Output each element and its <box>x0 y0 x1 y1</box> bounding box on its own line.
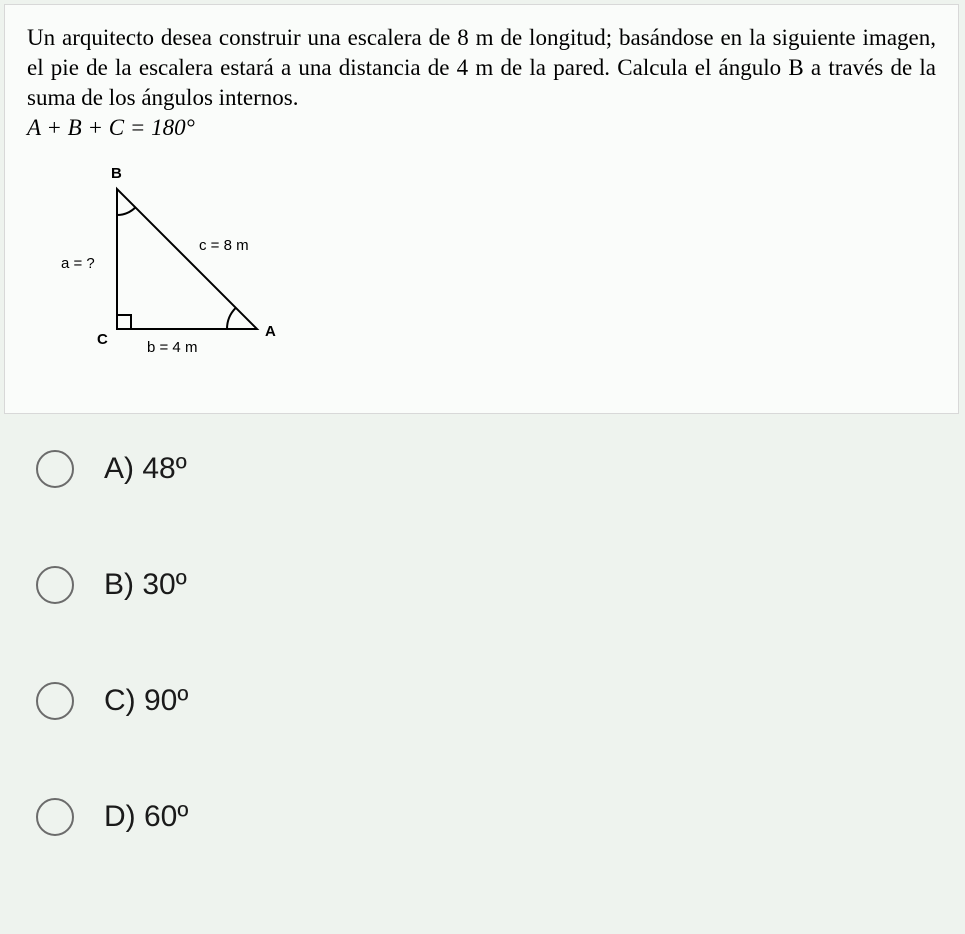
option-b[interactable]: B) 30º <box>36 566 965 604</box>
option-d[interactable]: D) 60º <box>36 798 965 836</box>
option-label: C) 90º <box>104 684 188 718</box>
options-list: A) 48º B) 30º C) 90º D) 60º <box>0 414 965 876</box>
question-text: Un arquitecto desea construir una escale… <box>27 23 936 113</box>
option-a[interactable]: A) 48º <box>36 450 965 488</box>
radio-icon[interactable] <box>36 798 74 836</box>
question-formula: A + B + C = 180° <box>27 115 936 141</box>
radio-icon[interactable] <box>36 566 74 604</box>
label-side-b: b = 4 m <box>147 339 197 356</box>
option-c[interactable]: C) 90º <box>36 682 965 720</box>
label-vertex-a: A <box>265 323 276 340</box>
option-label: A) 48º <box>104 452 187 486</box>
question-box: Un arquitecto desea construir una escale… <box>4 4 959 414</box>
label-side-c: c = 8 m <box>199 237 249 254</box>
option-label: B) 30º <box>104 568 187 602</box>
label-side-a: a = ? <box>61 255 95 272</box>
radio-icon[interactable] <box>36 682 74 720</box>
triangle-figure: B C A a = ? b = 4 m c = 8 m <box>57 179 317 389</box>
label-vertex-b: B <box>111 165 122 182</box>
radio-icon[interactable] <box>36 450 74 488</box>
option-label: D) 60º <box>104 800 188 834</box>
label-vertex-c: C <box>97 331 108 348</box>
